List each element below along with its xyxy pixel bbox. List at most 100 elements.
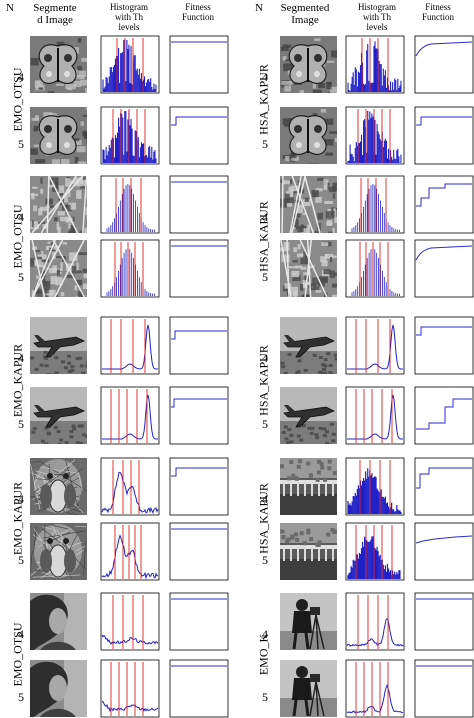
method-label: HSA_KAPUR: [256, 483, 271, 554]
fitness-frame: [414, 35, 474, 94]
segmented-image: [30, 458, 87, 515]
threshold-lines: [360, 178, 387, 232]
segmented-image: [30, 660, 87, 717]
threshold-count: 4: [18, 210, 24, 224]
method-label: EMO_OTSU: [10, 204, 25, 269]
threshold-count: 5: [262, 553, 268, 567]
histogram-frame: [100, 592, 160, 651]
threshold-count: 4: [18, 492, 24, 506]
fitness-curve: [416, 183, 472, 207]
fitness-frame: [414, 592, 474, 651]
threshold-count: 4: [262, 492, 268, 506]
threshold-lines: [114, 525, 142, 579]
histogram-plot: [100, 239, 160, 298]
histogram-plot: [100, 457, 160, 516]
threshold-lines: [112, 595, 144, 649]
header-fitness-right: Fitness Function: [421, 2, 454, 22]
histogram-plot: [100, 386, 160, 445]
segmented-image: [30, 36, 87, 93]
histogram-plot: [100, 659, 160, 718]
histogram-frame: [100, 457, 160, 516]
fitness-plot: [414, 106, 474, 165]
threshold-count: 4: [262, 210, 268, 224]
fitness-frame: [414, 175, 474, 234]
fitness-plot: [414, 35, 474, 94]
threshold-lines: [357, 595, 389, 649]
fitness-plot: [169, 106, 229, 165]
fitness-frame: [414, 457, 474, 516]
histogram-plot: [345, 659, 405, 718]
threshold-lines: [359, 460, 391, 514]
fitness-plot: [414, 386, 474, 445]
histogram-plot: [345, 175, 405, 234]
histogram-bars: [346, 618, 404, 647]
segmented-image: [30, 523, 87, 580]
fitness-frame: [169, 659, 229, 718]
segmented-image: [30, 317, 87, 374]
fitness-curve: [415, 535, 473, 544]
segmented-image: [30, 107, 87, 164]
header-histogram-left: Histogram with Th levels: [110, 2, 148, 32]
threshold-count: 4: [262, 627, 268, 641]
threshold-lines: [355, 662, 389, 716]
fitness-frame: [169, 457, 229, 516]
histogram-bars: [101, 534, 159, 580]
histogram-plot: [345, 106, 405, 165]
fitness-plot: [414, 316, 474, 375]
threshold-lines: [115, 178, 142, 232]
fitness-plot: [414, 659, 474, 718]
header-fitness-left: Fitness Function: [181, 2, 214, 22]
fitness-curve: [416, 116, 472, 126]
segmented-image: [280, 176, 337, 233]
histogram-plot: [100, 106, 160, 165]
fitness-frame: [414, 386, 474, 445]
fitness-frame: [414, 239, 474, 298]
fitness-curve: [171, 398, 227, 408]
segmented-image: [280, 387, 337, 444]
segmented-image: [280, 523, 337, 580]
fitness-plot: [169, 239, 229, 298]
fitness-frame: [169, 316, 229, 375]
histogram-frame: [345, 659, 405, 718]
histogram-bars: [101, 471, 159, 514]
method-label: EMO_KAPUR: [10, 481, 25, 556]
segmented-image: [280, 36, 337, 93]
fitness-curve: [171, 330, 227, 340]
threshold-count: 5: [262, 690, 268, 704]
histogram-bars: [351, 248, 400, 296]
fitness-frame: [414, 316, 474, 375]
threshold-lines: [110, 389, 148, 443]
histogram-bars: [102, 111, 157, 163]
header-histogram-right: Histogram with Th levels: [358, 2, 396, 32]
histogram-plot: [345, 35, 405, 94]
threshold-count: 4: [262, 351, 268, 365]
segmented-image: [30, 387, 87, 444]
histogram-bars: [347, 41, 402, 92]
fitness-plot: [414, 592, 474, 651]
threshold-lines: [355, 319, 391, 373]
threshold-lines: [355, 389, 393, 443]
method-label: HSA_KAPUR: [256, 200, 271, 272]
histogram-plot: [345, 592, 405, 651]
histogram-plot: [100, 35, 160, 94]
segmented-image: [280, 593, 337, 650]
fitness-curve: [416, 326, 472, 336]
threshold-lines: [361, 38, 389, 92]
histogram-plot: [345, 522, 405, 581]
threshold-lines: [116, 38, 144, 92]
histogram-plot: [100, 522, 160, 581]
fitness-plot: [169, 35, 229, 94]
segmented-image: [280, 458, 337, 515]
segmented-image: [280, 660, 337, 717]
segmented-image: [30, 176, 87, 233]
threshold-count: 5: [18, 690, 24, 704]
threshold-count: 4: [18, 351, 24, 365]
threshold-lines: [112, 460, 140, 514]
header-n-left: N: [6, 2, 14, 14]
fitness-frame: [169, 239, 229, 298]
fitness-curve: [415, 245, 473, 261]
header-segmented-right: Segmented Image: [280, 2, 330, 26]
threshold-count: 4: [18, 627, 24, 641]
fitness-frame: [414, 522, 474, 581]
fitness-frame: [414, 659, 474, 718]
